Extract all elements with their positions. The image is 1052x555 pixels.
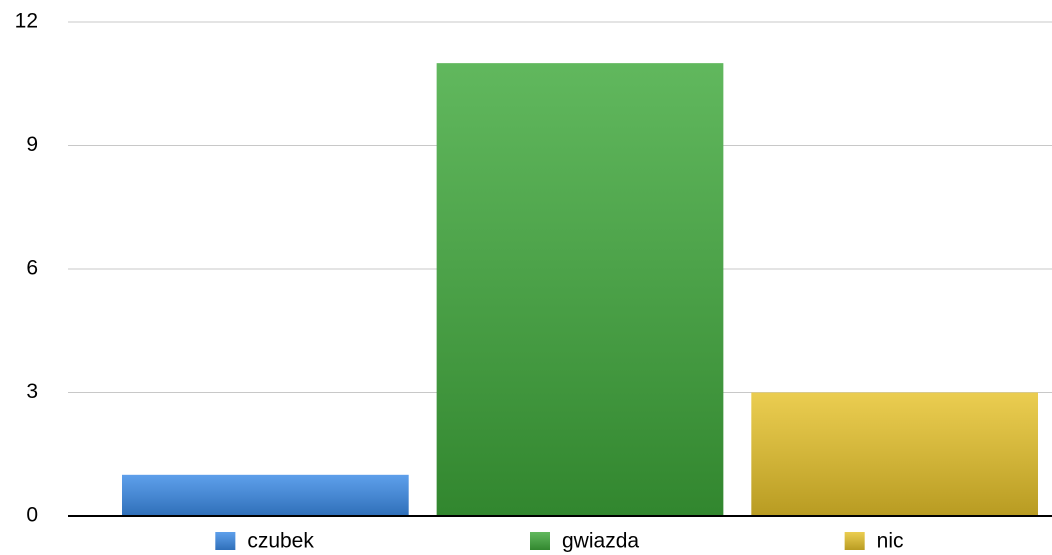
legend-swatch-shading <box>530 532 550 550</box>
legend-label: nic <box>877 530 904 553</box>
y-tick-label: 9 <box>26 133 38 156</box>
bar-shading <box>122 474 409 516</box>
bar-shading <box>751 392 1038 516</box>
legend-swatch-shading <box>844 532 865 550</box>
legend-label: czubek <box>247 530 314 553</box>
legend-label: gwiazda <box>562 530 639 553</box>
y-tick-label: 6 <box>26 257 38 280</box>
bar-shading <box>436 63 724 517</box>
y-tick-label: 12 <box>15 10 38 33</box>
y-tick-label: 3 <box>26 380 38 403</box>
legend-swatch-shading <box>215 532 236 550</box>
y-tick-label: 0 <box>26 504 38 527</box>
